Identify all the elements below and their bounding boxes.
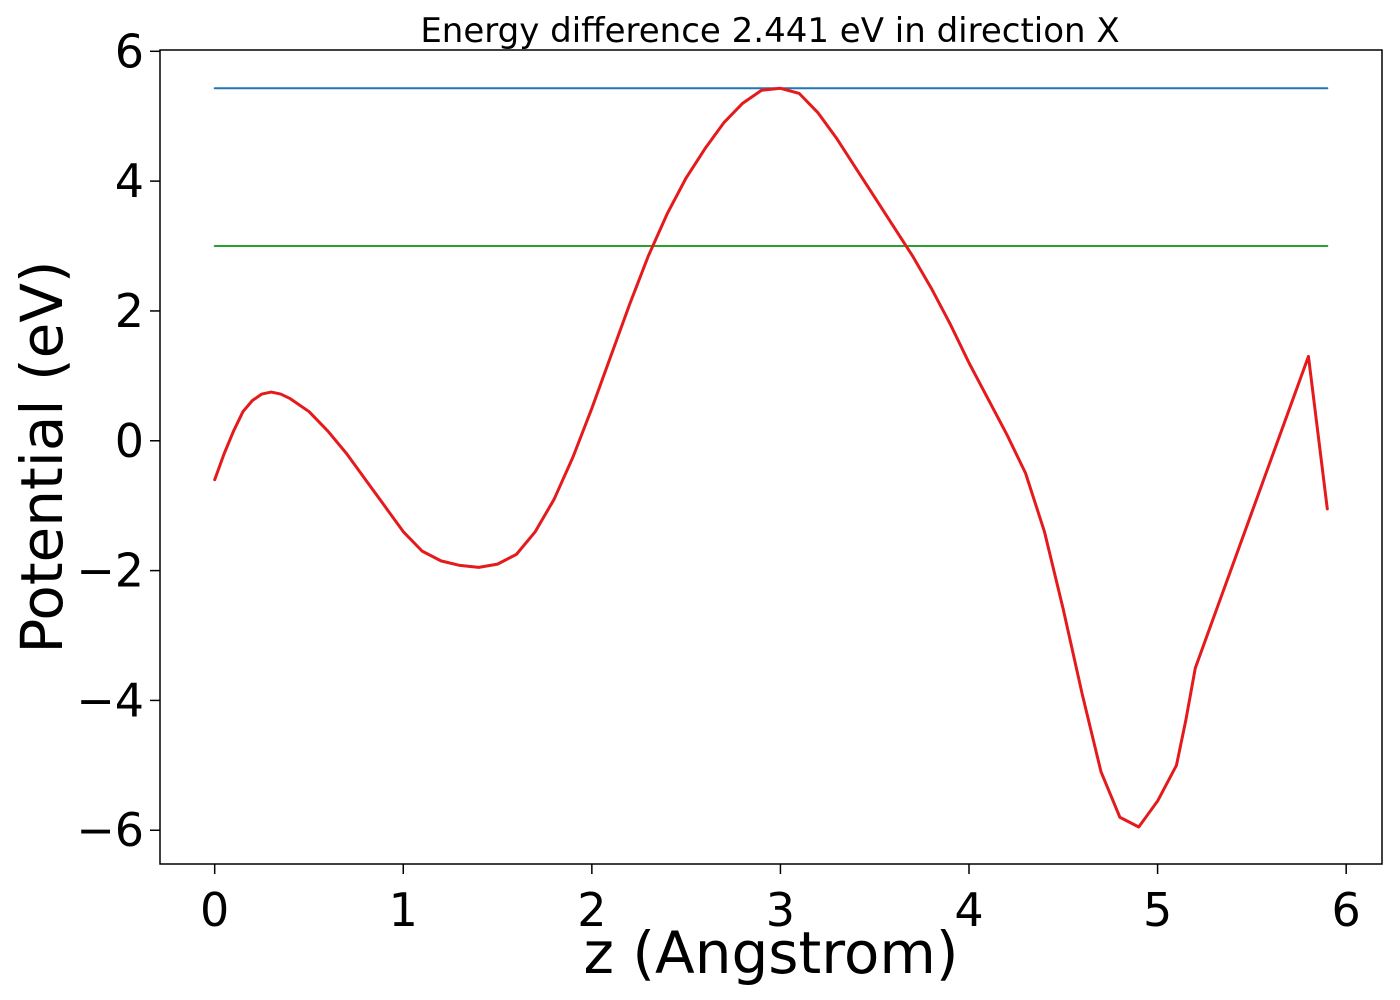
y-tick-label: 0	[115, 414, 144, 468]
chart-title: Energy difference 2.441 eV in direction …	[420, 11, 1119, 51]
x-tick-label: 4	[954, 883, 983, 937]
x-axis-label: z (Angstrom)	[584, 919, 959, 987]
x-tick-label: 1	[389, 883, 418, 937]
x-tick-label: 5	[1143, 883, 1172, 937]
plot-frame	[159, 49, 1383, 865]
y-tick-label: 4	[115, 154, 144, 208]
x-tick-label: 0	[200, 883, 229, 937]
y-tick-label: −4	[76, 673, 144, 727]
y-tick-label: −2	[76, 544, 144, 598]
x-tick-label: 6	[1332, 883, 1361, 937]
series-line-2	[213, 86, 1329, 829]
x-tick-label: 2	[577, 883, 606, 937]
y-tick-label: 6	[115, 24, 144, 78]
plot-area	[213, 86, 1329, 829]
y-axis: −6 −4 −2 0 2 4 6	[76, 24, 160, 857]
x-axis: 0 1 2 3 4 5 6	[200, 864, 1361, 937]
x-tick-label: 3	[766, 883, 795, 937]
y-tick-label: −6	[76, 803, 144, 857]
y-tick-label: 2	[115, 284, 144, 338]
y-axis-label: Potential (eV)	[8, 260, 76, 653]
